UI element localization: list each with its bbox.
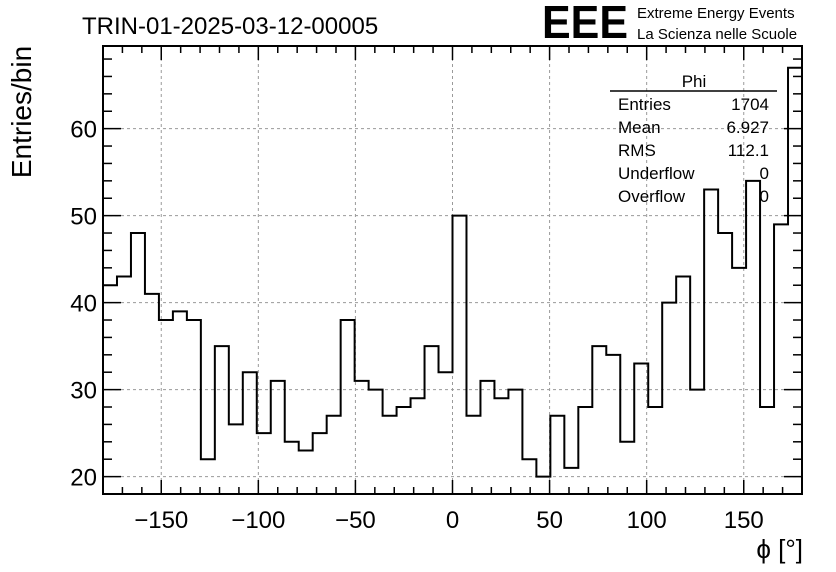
histogram-bin: [313, 433, 327, 494]
stats-value: 0: [760, 187, 769, 206]
histogram-bin: [411, 398, 425, 494]
histogram-bin: [159, 320, 173, 494]
histogram-bin: [676, 277, 690, 494]
histogram-bin: [746, 181, 760, 494]
histogram-bin: [299, 451, 313, 494]
x-tick-label: −50: [335, 507, 376, 534]
histogram-bin: [662, 303, 676, 494]
logo-line-2: La Scienza nelle Scuole: [637, 26, 797, 43]
y-axis-label: Entries/bin: [6, 46, 37, 178]
chart-title: TRIN-01-2025-03-12-00005: [82, 13, 378, 40]
histogram-bin: [466, 416, 480, 494]
histogram-bin: [760, 407, 774, 494]
histogram-bin: [425, 346, 439, 494]
histogram-bin: [704, 190, 718, 494]
stats-value: 6.927: [726, 118, 769, 137]
logo-line-1: Extreme Energy Events: [637, 5, 795, 22]
histogram-bin: [285, 442, 299, 494]
histogram-bin: [453, 216, 467, 494]
histogram-bin: [536, 477, 550, 494]
x-tick-label: 50: [536, 507, 563, 534]
histogram-bin: [732, 268, 746, 494]
x-tick-label: −100: [231, 507, 285, 534]
histogram-bin: [606, 355, 620, 494]
stats-label: Underflow: [618, 164, 695, 183]
histogram-bin: [397, 407, 411, 494]
x-tick-label: −150: [134, 507, 188, 534]
histogram-bin: [341, 320, 355, 494]
x-axis-label: ϕ [°]: [756, 534, 803, 564]
histogram-bin: [145, 294, 159, 494]
y-tick-label: 40: [70, 291, 97, 318]
histogram-bin: [620, 442, 634, 494]
stats-box: Phi Entries 1704 Mean 6.927 RMS 112.1 Underflo…: [610, 72, 777, 206]
histogram-bin: [439, 372, 453, 494]
histogram-series: [103, 66, 802, 494]
stats-label: Mean: [618, 118, 661, 137]
y-tick-label: 50: [70, 204, 97, 231]
histogram-bin: [131, 233, 145, 494]
histogram-bin: [592, 346, 606, 494]
eee-logo-mark: EEE: [542, 0, 628, 48]
histogram-bin: [369, 390, 383, 494]
histogram-bin: [648, 407, 662, 494]
eee-logo: EEE Extreme Energy Events La Scienza nel…: [542, 0, 797, 48]
histogram-bin: [201, 459, 215, 494]
stats-value: 112.1: [728, 141, 769, 160]
histogram-bin: [788, 68, 802, 494]
histogram-bin: [508, 390, 522, 494]
histogram-bin: [634, 364, 648, 494]
histogram-bin: [243, 372, 257, 494]
histogram-bin: [718, 233, 732, 494]
y-tick-label: 60: [70, 117, 97, 144]
x-tick-label: 150: [724, 507, 764, 534]
histogram-bin: [564, 468, 578, 494]
stats-box-title: Phi: [682, 72, 707, 91]
y-tick-label: 30: [70, 378, 97, 405]
stats-label: Overflow: [618, 187, 686, 206]
histogram-bin: [355, 381, 369, 494]
histogram-bin: [578, 407, 592, 494]
histogram-bin: [215, 346, 229, 494]
histogram-bin: [383, 416, 397, 494]
histogram-bin: [229, 424, 243, 494]
x-tick-label: 0: [446, 507, 459, 534]
histogram-bin: [550, 416, 564, 494]
histogram-bin: [522, 459, 536, 494]
histogram-outline: [103, 66, 802, 478]
histogram-bin: [327, 416, 341, 494]
histogram-bin: [480, 381, 494, 494]
grid: [103, 46, 802, 494]
stats-rows: Entries 1704 Mean 6.927 RMS 112.1 Underflow 0 Ov…: [618, 95, 769, 206]
stats-value: 0: [760, 164, 769, 183]
axes: −150 −100 −50 0 50 100 150 20 30 40 50 60: [70, 45, 803, 534]
histogram-bin: [271, 381, 285, 494]
histogram-bin: [117, 277, 131, 494]
y-tick-label: 20: [70, 465, 97, 492]
stats-value: 1704: [731, 95, 769, 114]
histogram-bin: [173, 311, 187, 494]
stats-label: Entries: [618, 95, 671, 114]
histogram-bin: [187, 320, 201, 494]
stats-label: RMS: [618, 141, 656, 160]
histogram-bin: [494, 398, 508, 494]
histogram-bin: [690, 390, 704, 494]
histogram-bin: [774, 224, 788, 494]
x-tick-label: 100: [627, 507, 667, 534]
